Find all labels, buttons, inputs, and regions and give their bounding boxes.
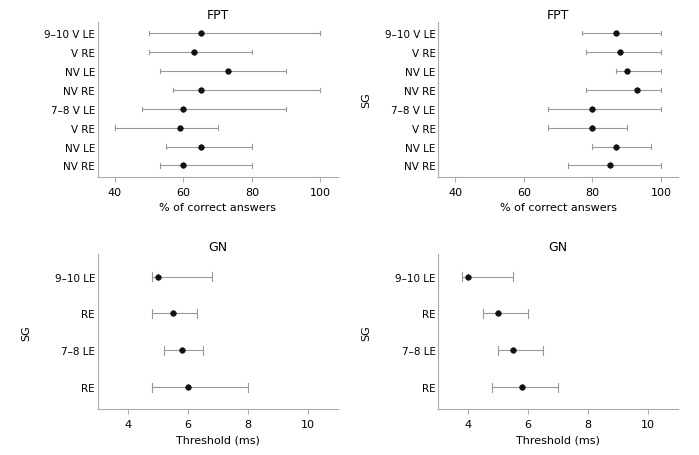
X-axis label: Threshold (ms): Threshold (ms) (517, 435, 600, 445)
X-axis label: Threshold (ms): Threshold (ms) (175, 435, 259, 445)
Title: GN: GN (208, 241, 227, 253)
Title: FPT: FPT (547, 9, 570, 21)
Text: SG: SG (361, 324, 371, 340)
Text: SG: SG (21, 324, 31, 340)
Text: SG: SG (361, 92, 371, 108)
X-axis label: % of correct answers: % of correct answers (500, 202, 617, 212)
Title: GN: GN (549, 241, 568, 253)
X-axis label: % of correct answers: % of correct answers (159, 202, 276, 212)
Title: FPT: FPT (206, 9, 229, 21)
